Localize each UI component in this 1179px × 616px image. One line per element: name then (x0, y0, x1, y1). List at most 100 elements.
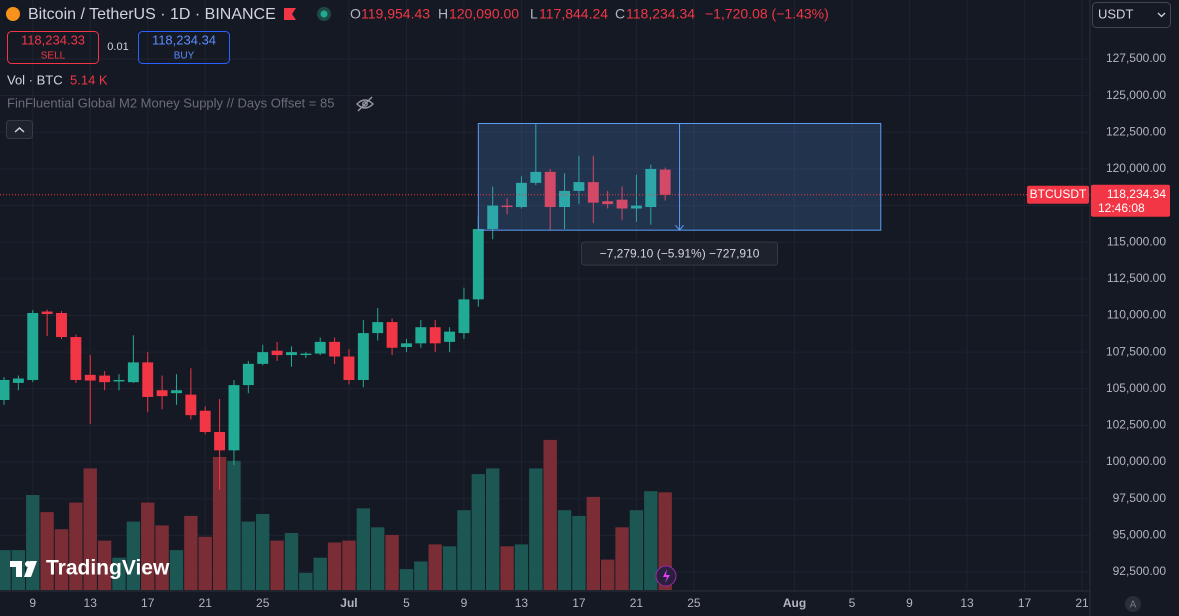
volume-bar (543, 439, 557, 590)
price-tag-value: 118,234.34 (1107, 187, 1166, 201)
buy-label: BUY (174, 51, 195, 62)
brand-name: TradingView (46, 557, 170, 580)
candle-body (530, 171, 542, 183)
x-tick-label: 13 (960, 596, 974, 610)
volume-bar (615, 527, 629, 590)
candle-body (84, 374, 96, 381)
y-tick-label: 112,500.00 (1107, 271, 1166, 285)
volume-bar (184, 515, 198, 590)
x-tick-label: 17 (572, 596, 586, 610)
volume-bar (83, 468, 97, 590)
candle-body (271, 350, 283, 356)
ohlc-key: O (350, 6, 361, 22)
currency-select[interactable] (1092, 2, 1171, 28)
hidden-icon[interactable] (356, 96, 374, 112)
sell-button[interactable] (7, 31, 99, 64)
volume-bar (428, 544, 442, 590)
volume-bar (644, 491, 658, 590)
symbol-tag (1027, 185, 1089, 204)
candle-body (41, 311, 53, 315)
y-tick-label: 95,000.00 (1113, 528, 1167, 542)
volume-bar (529, 468, 543, 590)
x-tick-label: 21 (199, 596, 213, 610)
ohlc-key: L (530, 6, 538, 22)
collapse-icon (14, 126, 25, 133)
volume-bar (212, 457, 227, 590)
y-tick-label: 125,000.00 (1106, 88, 1166, 102)
y-tick-label: 110,000.00 (1107, 308, 1166, 322)
candle-body (415, 327, 427, 344)
y-tick-label: 100,000.00 (1106, 454, 1166, 468)
candle-body (27, 312, 39, 380)
x-tick-label: 21 (630, 596, 644, 610)
x-tick-label: 17 (1018, 596, 1032, 610)
candle-body (300, 353, 312, 356)
x-tick-label: 9 (906, 596, 913, 610)
candle-body (228, 385, 240, 451)
x-tick-label: 9 (29, 596, 36, 610)
buy-button[interactable] (138, 31, 230, 64)
candle-body (214, 432, 226, 451)
y-tick-label: 97,500.00 (1113, 491, 1167, 505)
price-tag-countdown: 12:46:08 (1098, 201, 1145, 215)
volume-bar (658, 492, 672, 590)
x-tick-label: 25 (687, 596, 701, 610)
candle-body (127, 362, 139, 383)
buy-price: 118,234.34 (152, 32, 216, 47)
volume-bar (327, 542, 342, 590)
measure-label: −7,279.10 (−5.91%) −727,910 (600, 246, 760, 260)
candle-body (544, 171, 556, 208)
ohlc-value: 119,954.43 (361, 6, 430, 22)
candle-body (171, 390, 182, 394)
volume-bar (54, 529, 69, 590)
candle-body (242, 363, 254, 386)
volume-bar (284, 533, 299, 590)
volume-bar (40, 512, 54, 590)
candle-body (659, 169, 671, 195)
candle-body (185, 394, 197, 416)
symbol-title[interactable]: Bitcoin / TetherUS · 1D · BINANCE (28, 6, 276, 23)
y-tick-label: 107,500.00 (1106, 344, 1166, 358)
candle-body (12, 378, 24, 383)
volume-bar (371, 527, 385, 590)
status-dot (320, 10, 328, 18)
volume-bar (155, 525, 169, 590)
candle-body (400, 343, 412, 348)
volume-bar (0, 550, 11, 590)
candle-body (444, 331, 456, 342)
ohlc-value: 118,234.34 (626, 6, 695, 22)
volume-bar (399, 569, 414, 590)
volume-bar (299, 572, 313, 590)
spread: 0.01 (107, 41, 128, 53)
volume-bar (514, 544, 529, 590)
auto-scale-button[interactable] (1125, 596, 1141, 612)
candle-body (645, 168, 657, 208)
candle-body (630, 205, 642, 209)
x-tick-label: 5 (403, 596, 410, 610)
candle-body (372, 322, 384, 334)
collapse-button[interactable] (6, 120, 33, 139)
candle-body (357, 333, 369, 380)
ohlc-key: C (615, 6, 625, 22)
flag-icon[interactable] (284, 8, 296, 20)
candle-body (70, 337, 82, 380)
volume-bar (356, 508, 371, 590)
ohlc-key: H (438, 6, 448, 22)
volume-bar (126, 521, 141, 590)
change: −1,720.08 (−1.43%) (705, 6, 829, 22)
volume-bar (572, 515, 586, 590)
y-tick-label: 127,500.00 (1106, 51, 1166, 65)
y-tick-label: 120,000.00 (1106, 161, 1166, 175)
volume-bar (256, 514, 270, 590)
volume-bar (97, 540, 112, 590)
price-pane (0, 123, 671, 490)
y-tick-label: 92,500.00 (1113, 564, 1167, 578)
candle-body (99, 375, 111, 383)
volume-bar (69, 502, 83, 590)
candle-body (472, 229, 484, 300)
ohlc-value: 120,090.00 (449, 6, 519, 22)
volume-bar (600, 559, 615, 590)
candle-body (386, 322, 398, 348)
coin-icon (6, 7, 20, 21)
volume-label: Vol · BTC (7, 72, 63, 87)
